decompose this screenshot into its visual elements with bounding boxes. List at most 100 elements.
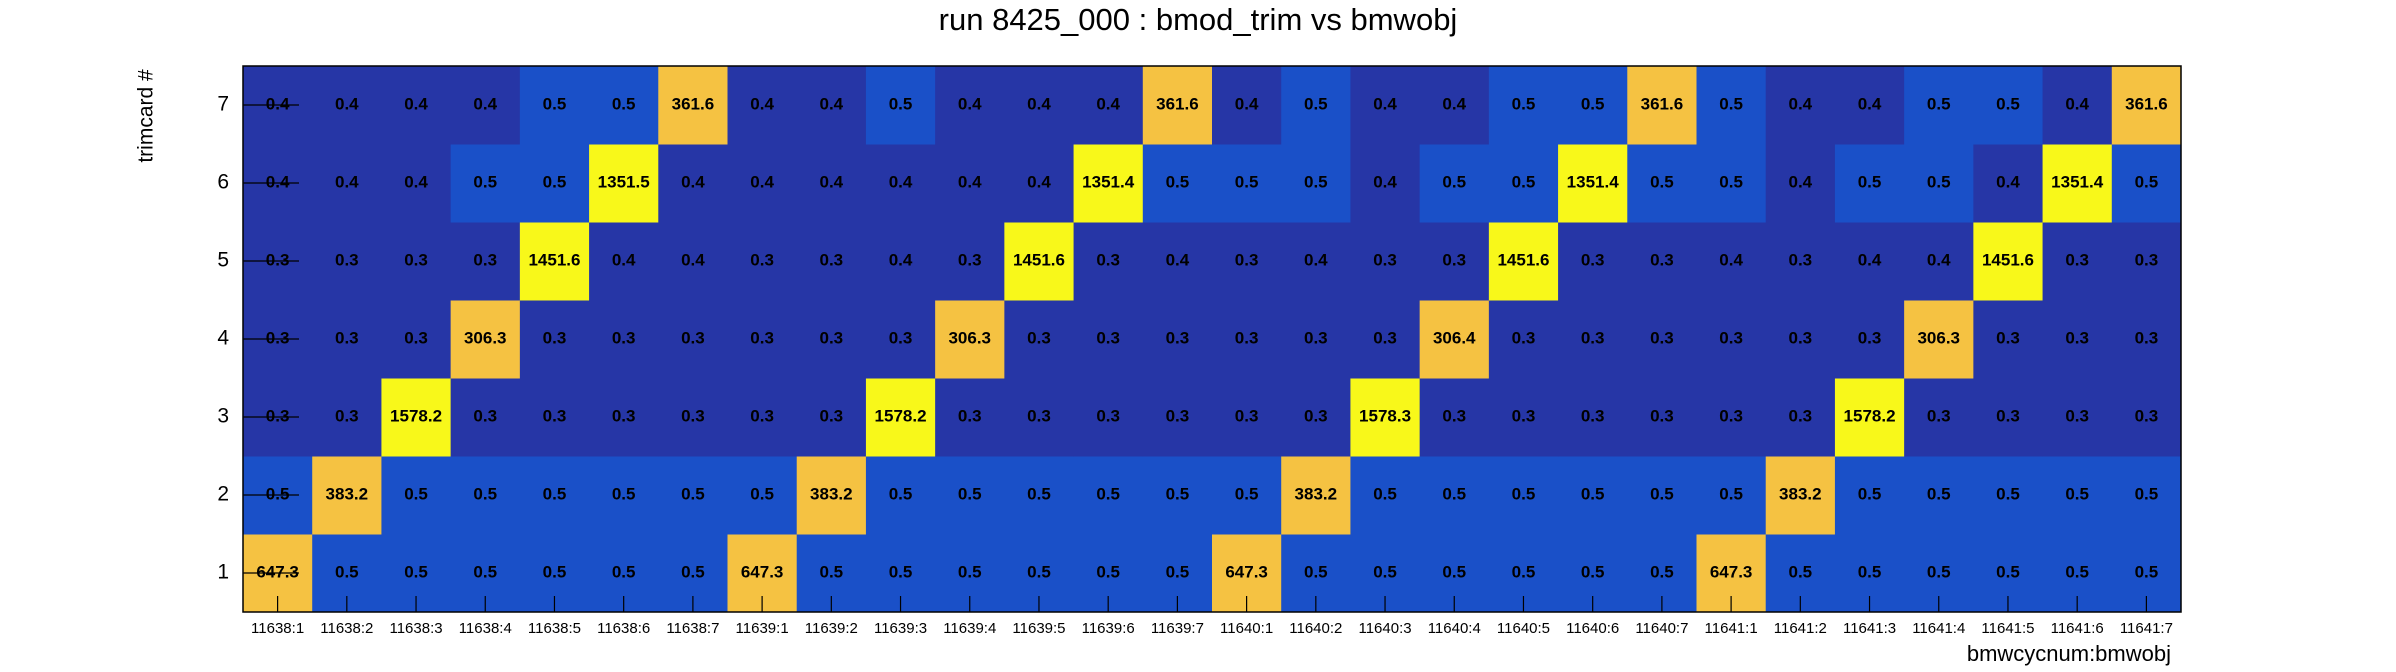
cell-label: 0.4 bbox=[750, 94, 774, 113]
heatmap-cell bbox=[1488, 222, 1559, 301]
cell-label: 0.5 bbox=[1373, 562, 1397, 581]
heatmap-cell bbox=[1558, 222, 1628, 301]
heatmap-cell bbox=[1558, 456, 1628, 535]
cell-label: 0.4 bbox=[612, 250, 636, 269]
cell-label: 0.3 bbox=[404, 250, 428, 269]
heatmap-cell bbox=[589, 456, 659, 535]
cell-label: 0.5 bbox=[404, 562, 428, 581]
heatmap-cell bbox=[727, 66, 798, 145]
heatmap-cell bbox=[2111, 66, 2182, 145]
cell-label: 0.5 bbox=[473, 172, 497, 191]
cell-label: 0.5 bbox=[612, 562, 636, 581]
cell-label: 0.4 bbox=[958, 172, 982, 191]
y-tick-label: 3 bbox=[217, 405, 229, 428]
heatmap-cell bbox=[2042, 456, 2113, 535]
heatmap-cell bbox=[796, 300, 867, 379]
cell-label: 0.5 bbox=[1650, 172, 1674, 191]
heatmap-cell bbox=[519, 222, 590, 301]
cell-label: 0.5 bbox=[1719, 172, 1743, 191]
y-tick-label: 6 bbox=[217, 171, 229, 194]
cell-label: 306.3 bbox=[464, 328, 507, 347]
heatmap-cell bbox=[727, 300, 798, 379]
cell-label: 0.4 bbox=[404, 94, 428, 113]
heatmap-cell bbox=[450, 222, 521, 301]
cell-label: 0.5 bbox=[2135, 172, 2159, 191]
x-tick-label: 11638:3 bbox=[389, 620, 442, 637]
cell-label: 0.5 bbox=[1789, 562, 1813, 581]
x-tick-label: 11639:2 bbox=[805, 620, 858, 637]
heatmap-cell bbox=[1904, 300, 1974, 379]
cell-label: 361.6 bbox=[1641, 94, 1684, 113]
heatmap-cell bbox=[1904, 222, 1974, 301]
heatmap-cell bbox=[1004, 300, 1075, 379]
heatmap-cell bbox=[796, 222, 867, 301]
cell-label: 0.4 bbox=[820, 172, 844, 191]
cell-label: 383.2 bbox=[326, 484, 369, 503]
x-tick-label: 11639:5 bbox=[1012, 620, 1065, 637]
cell-label: 306.4 bbox=[1433, 328, 1476, 347]
cell-label: 383.2 bbox=[1779, 484, 1822, 503]
heatmap-cell bbox=[1073, 300, 1144, 379]
heatmap-cell bbox=[1419, 378, 1490, 457]
x-axis-title: bmwcycnum:bmwobj bbox=[1967, 641, 2171, 666]
heatmap-cell bbox=[1004, 66, 1075, 145]
cell-label: 0.5 bbox=[1650, 484, 1674, 503]
cell-label: 306.3 bbox=[1917, 328, 1960, 347]
cell-label: 0.5 bbox=[2065, 484, 2089, 503]
cell-label: 0.3 bbox=[612, 328, 636, 347]
heatmap-cell bbox=[589, 144, 659, 223]
cell-label: 0.4 bbox=[889, 172, 913, 191]
heatmap-cell bbox=[1142, 144, 1213, 223]
cell-label: 0.4 bbox=[335, 94, 359, 113]
heatmap-cell bbox=[658, 456, 728, 535]
cell-label: 0.4 bbox=[1858, 250, 1882, 269]
heatmap-cell bbox=[727, 378, 798, 457]
cell-label: 0.5 bbox=[543, 172, 567, 191]
cell-label: 0.4 bbox=[1027, 94, 1051, 113]
heatmap-cell bbox=[1696, 144, 1767, 223]
cell-label: 0.4 bbox=[681, 172, 705, 191]
heatmap-cell bbox=[1004, 456, 1075, 535]
cell-label: 0.3 bbox=[2135, 406, 2159, 425]
heatmap-cell bbox=[1834, 378, 1905, 457]
cell-label: 0.5 bbox=[612, 94, 636, 113]
cell-label: 0.5 bbox=[1304, 94, 1328, 113]
cell-label: 0.5 bbox=[1512, 172, 1536, 191]
x-tick-label: 11639:1 bbox=[736, 620, 789, 637]
x-tick-label: 11641:1 bbox=[1705, 620, 1758, 637]
cell-label: 0.3 bbox=[1512, 328, 1536, 347]
heatmap-cell bbox=[865, 66, 936, 145]
heatmap-cell bbox=[1558, 66, 1628, 145]
heatmap-cell bbox=[1004, 222, 1075, 301]
x-tick-label: 11641:2 bbox=[1774, 620, 1827, 637]
cell-label: 0.5 bbox=[1027, 562, 1051, 581]
cell-label: 0.3 bbox=[473, 406, 497, 425]
cell-label: 0.3 bbox=[1650, 406, 1674, 425]
heatmap-cell bbox=[589, 378, 659, 457]
heatmap-cell bbox=[1212, 378, 1282, 457]
cell-label: 0.5 bbox=[543, 562, 567, 581]
cell-label: 0.3 bbox=[681, 328, 705, 347]
x-tick-label: 11640:4 bbox=[1428, 620, 1481, 637]
cell-label: 0.3 bbox=[1512, 406, 1536, 425]
cell-label: 0.5 bbox=[681, 562, 705, 581]
cell-label: 0.3 bbox=[1235, 250, 1259, 269]
cell-label: 0.5 bbox=[1442, 562, 1466, 581]
cell-label: 0.5 bbox=[1858, 562, 1882, 581]
heatmap-cell bbox=[1281, 456, 1351, 535]
cell-label: 0.3 bbox=[2065, 328, 2089, 347]
cell-label: 0.4 bbox=[1166, 250, 1190, 269]
heatmap-cell bbox=[2042, 378, 2113, 457]
cell-label: 0.5 bbox=[889, 484, 913, 503]
cell-label: 0.3 bbox=[820, 250, 844, 269]
heatmap-cell bbox=[1973, 378, 2044, 457]
heatmap-cell bbox=[2111, 144, 2182, 223]
cell-label: 1351.5 bbox=[598, 172, 650, 191]
heatmap-cell bbox=[1212, 300, 1282, 379]
cell-label: 0.5 bbox=[473, 484, 497, 503]
heatmap-cell bbox=[1281, 144, 1351, 223]
heatmap-cell bbox=[865, 300, 936, 379]
heatmap-cell bbox=[312, 378, 382, 457]
cell-label: 0.5 bbox=[1304, 172, 1328, 191]
